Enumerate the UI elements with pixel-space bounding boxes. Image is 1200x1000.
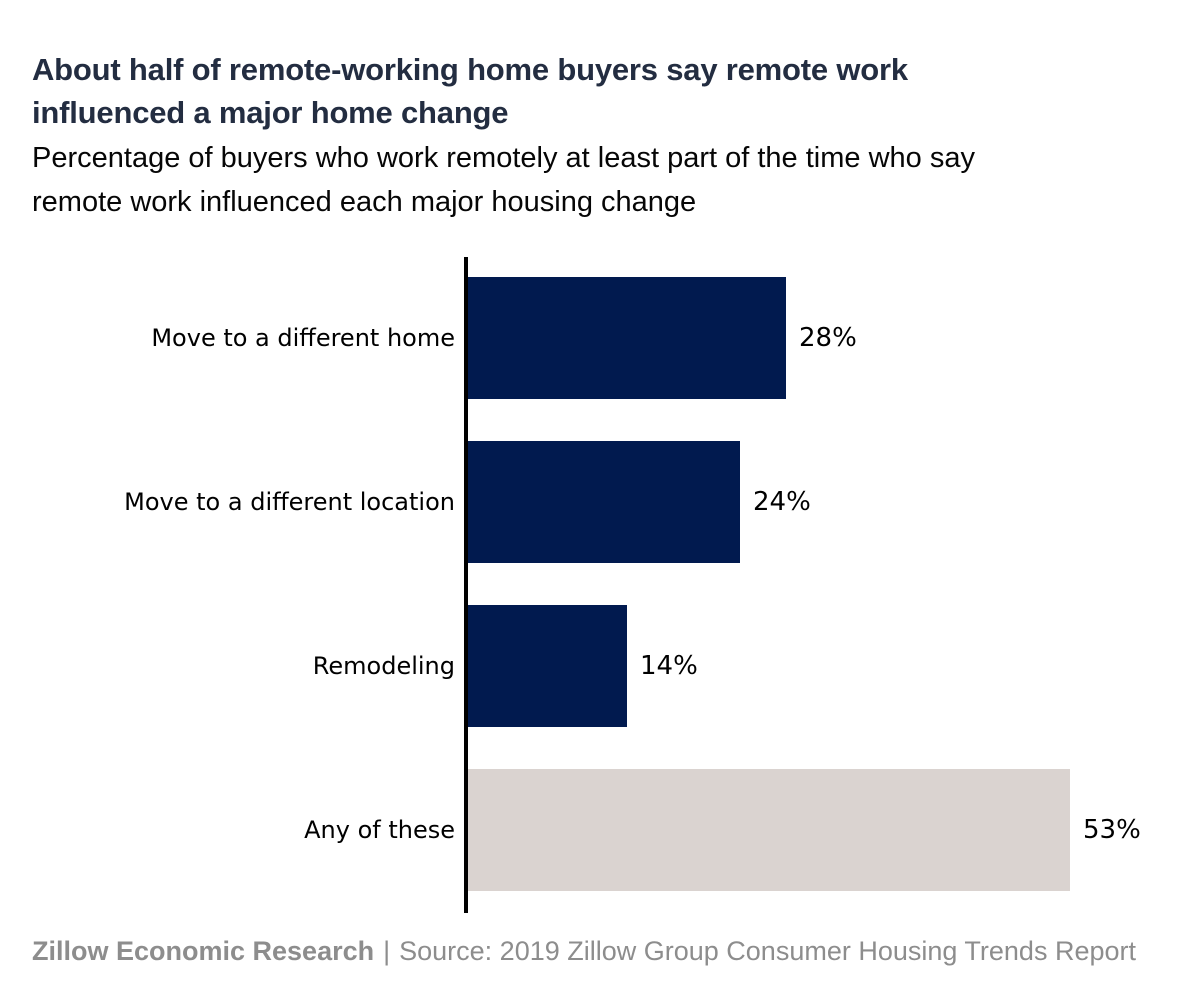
value-label: 24% [753,487,811,517]
footer-source: Source: 2019 Zillow Group Consumer Housi… [399,936,1136,966]
chart-subtitle: Percentage of buyers who work remotely a… [32,136,1172,224]
category-label: Any of these [304,816,455,844]
value-label: 14% [640,651,698,681]
bar [468,441,740,563]
chart-subtitle-line-2: remote work influenced each major housin… [32,186,697,218]
bar [468,277,786,399]
bar [468,769,1070,891]
category-label: Move to a different home [151,324,455,352]
chart-header: About half of remote-working home buyers… [32,48,1172,224]
bar-row: Move to a different location 24% [0,441,1200,563]
bar-row: Remodeling 14% [0,605,1200,727]
value-label: 28% [799,323,857,353]
category-label: Remodeling [312,652,455,680]
horizontal-bar-chart: Move to a different home 28% Move to a dif… [0,257,1200,917]
footer-brand: Zillow Economic Research [32,936,375,966]
chart-title-line-1: About half of remote-working home buyers… [32,52,908,87]
footer-separator: | [383,936,391,966]
chart-title-line-2: influenced a major home change [32,95,509,130]
bar [468,605,627,727]
bar-rows: Move to a different home 28% Move to a dif… [0,277,1200,891]
bar-row: Any of these 53% [0,769,1200,891]
category-label: Move to a different location [124,488,455,516]
chart-subtitle-line-1: Percentage of buyers who work remotely a… [32,142,975,174]
y-axis-line [464,257,468,913]
chart-footer: Zillow Economic Research | Source: 2019 Zi… [32,936,1136,967]
value-label: 53% [1083,815,1141,845]
bar-row: Move to a different home 28% [0,277,1200,399]
